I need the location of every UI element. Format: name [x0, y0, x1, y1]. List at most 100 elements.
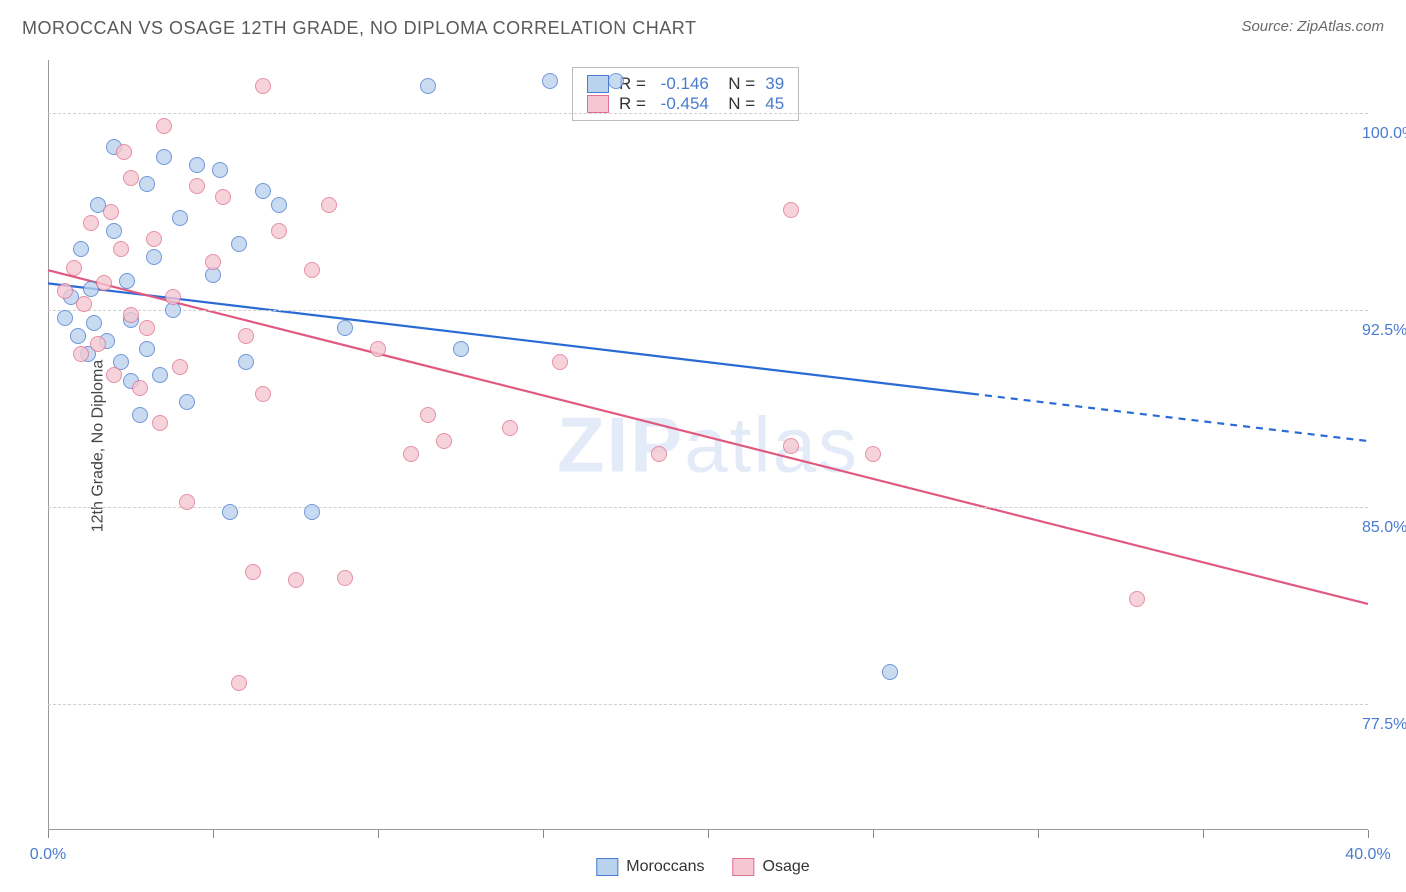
x-tick [1203, 830, 1204, 838]
x-tick [378, 830, 379, 838]
trend-line [48, 283, 972, 393]
scatter-point [156, 149, 172, 165]
legend-item: Osage [733, 858, 810, 876]
scatter-point [865, 446, 881, 462]
scatter-point [1129, 591, 1145, 607]
scatter-point [212, 162, 228, 178]
stat-n-label: N = [719, 74, 755, 94]
legend-label: Osage [763, 858, 810, 876]
scatter-point [245, 564, 261, 580]
y-tick-label: 100.0% [1362, 125, 1406, 143]
scatter-point [132, 407, 148, 423]
scatter-point [139, 176, 155, 192]
scatter-point [156, 118, 172, 134]
scatter-point [146, 231, 162, 247]
scatter-point [96, 275, 112, 291]
scatter-point [139, 341, 155, 357]
y-tick-label: 85.0% [1362, 519, 1406, 537]
correlation-chart: MOROCCAN VS OSAGE 12TH GRADE, NO DIPLOMA… [0, 0, 1406, 892]
scatter-point [189, 157, 205, 173]
scatter-point [146, 249, 162, 265]
scatter-point [231, 236, 247, 252]
y-tick-label: 92.5% [1362, 322, 1406, 340]
scatter-point [271, 223, 287, 239]
stat-r-value: -0.146 [661, 74, 709, 94]
scatter-point [132, 380, 148, 396]
x-tick [708, 830, 709, 838]
x-tick-label: 40.0% [1345, 846, 1390, 864]
scatter-point [238, 328, 254, 344]
scatter-point [106, 367, 122, 383]
source-attribution: Source: ZipAtlas.com [1241, 18, 1384, 35]
legend-label: Moroccans [626, 858, 704, 876]
stat-n-value: 45 [765, 94, 784, 114]
trend-lines-svg [48, 60, 1368, 830]
scatter-point [57, 283, 73, 299]
legend-swatch [587, 75, 609, 93]
scatter-point [288, 572, 304, 588]
scatter-point [179, 494, 195, 510]
scatter-point [83, 215, 99, 231]
scatter-point [231, 675, 247, 691]
legend-swatch [596, 858, 618, 876]
scatter-point [304, 504, 320, 520]
scatter-point [179, 394, 195, 410]
scatter-point [123, 170, 139, 186]
scatter-point [403, 446, 419, 462]
scatter-point [152, 367, 168, 383]
scatter-point [86, 315, 102, 331]
scatter-point [152, 415, 168, 431]
scatter-point [172, 359, 188, 375]
y-tick-label: 77.5% [1362, 716, 1406, 734]
scatter-point [420, 407, 436, 423]
scatter-point [139, 320, 155, 336]
scatter-point [205, 254, 221, 270]
scatter-point [882, 664, 898, 680]
scatter-point [783, 438, 799, 454]
legend-swatch [733, 858, 755, 876]
scatter-point [255, 386, 271, 402]
x-tick [1368, 830, 1369, 838]
scatter-point [66, 260, 82, 276]
scatter-point [73, 346, 89, 362]
scatter-point [552, 354, 568, 370]
scatter-point [116, 144, 132, 160]
scatter-point [73, 241, 89, 257]
scatter-point [165, 289, 181, 305]
gridline [48, 310, 1368, 311]
scatter-point [113, 241, 129, 257]
stat-r-label: R = [619, 74, 651, 94]
scatter-point [255, 183, 271, 199]
x-tick [543, 830, 544, 838]
legend-item: Moroccans [596, 858, 704, 876]
scatter-point [215, 189, 231, 205]
scatter-point [106, 223, 122, 239]
trend-line [48, 270, 1368, 604]
gridline [48, 507, 1368, 508]
plot-area: ZIPatlas R = -0.146 N = 39R = -0.454 N =… [48, 60, 1368, 830]
scatter-point [119, 273, 135, 289]
scatter-point [255, 78, 271, 94]
scatter-point [453, 341, 469, 357]
legend-swatch [587, 95, 609, 113]
scatter-point [321, 197, 337, 213]
scatter-point [651, 446, 667, 462]
scatter-point [608, 73, 624, 89]
scatter-point [238, 354, 254, 370]
gridline [48, 113, 1368, 114]
x-tick [213, 830, 214, 838]
scatter-point [370, 341, 386, 357]
scatter-point [542, 73, 558, 89]
stat-n-label: N = [719, 94, 755, 114]
trend-line-dashed [972, 394, 1368, 441]
scatter-point [304, 262, 320, 278]
gridline [48, 704, 1368, 705]
scatter-point [189, 178, 205, 194]
legend-series: Moroccans Osage [596, 858, 809, 876]
scatter-point [337, 320, 353, 336]
scatter-point [502, 420, 518, 436]
scatter-point [783, 202, 799, 218]
scatter-point [57, 310, 73, 326]
scatter-point [420, 78, 436, 94]
scatter-point [271, 197, 287, 213]
